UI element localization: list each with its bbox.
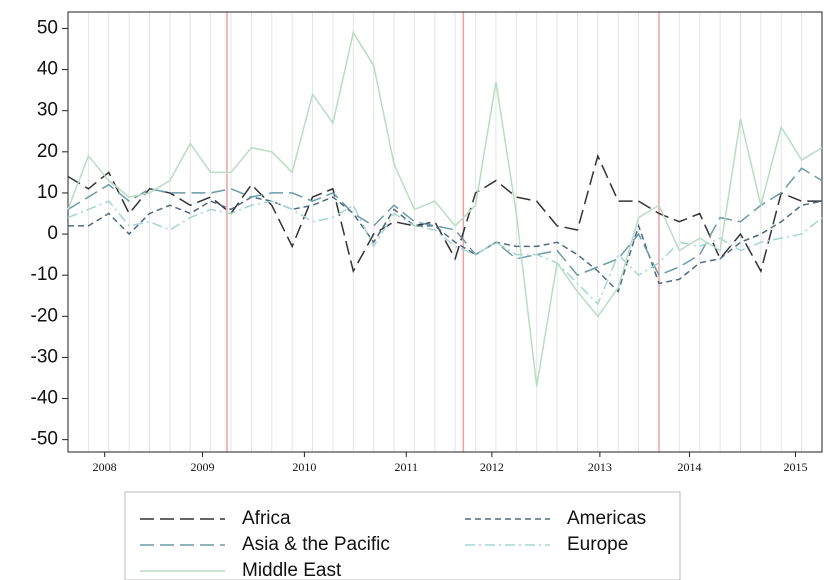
y-tick-label: 10: [37, 182, 58, 203]
series-line: [68, 196, 823, 294]
x-tick-label: 2009: [190, 460, 214, 474]
series-line: [67, 167, 823, 277]
legend-box: [124, 491, 681, 580]
y-tick-label: 20: [37, 141, 58, 162]
y-tick-label: 30: [37, 100, 58, 121]
legend-label: Middle East: [242, 560, 342, 580]
x-tick-label: 2013: [588, 460, 612, 474]
x-tick-label: 2014: [678, 460, 702, 474]
y-tick-label: 0: [47, 223, 58, 244]
x-tick-label: 2015: [784, 460, 808, 474]
x-tick-label: 2011: [394, 460, 418, 474]
legend-label: Americas: [567, 508, 646, 529]
y-tick-label: -40: [31, 388, 58, 409]
x-tick-label: 2010: [292, 460, 316, 474]
x-tick-label: 2008: [93, 460, 117, 474]
y-tick-label: -30: [31, 346, 58, 367]
series-line: [67, 200, 823, 306]
legend-label: Africa: [242, 508, 291, 529]
series-line: [67, 30, 823, 387]
legend-label: Asia & the Pacific: [242, 534, 390, 555]
y-tick-label: 40: [37, 59, 58, 80]
y-tick-label: 50: [37, 17, 58, 38]
x-tick-label: 2012: [480, 460, 504, 474]
y-tick-label: -10: [31, 264, 58, 285]
series-line: [67, 153, 822, 274]
y-tick-label: -20: [31, 305, 58, 326]
legend-label: Europe: [567, 534, 628, 555]
plot-frame: [67, 11, 823, 453]
y-tick-label: -50: [31, 429, 58, 450]
